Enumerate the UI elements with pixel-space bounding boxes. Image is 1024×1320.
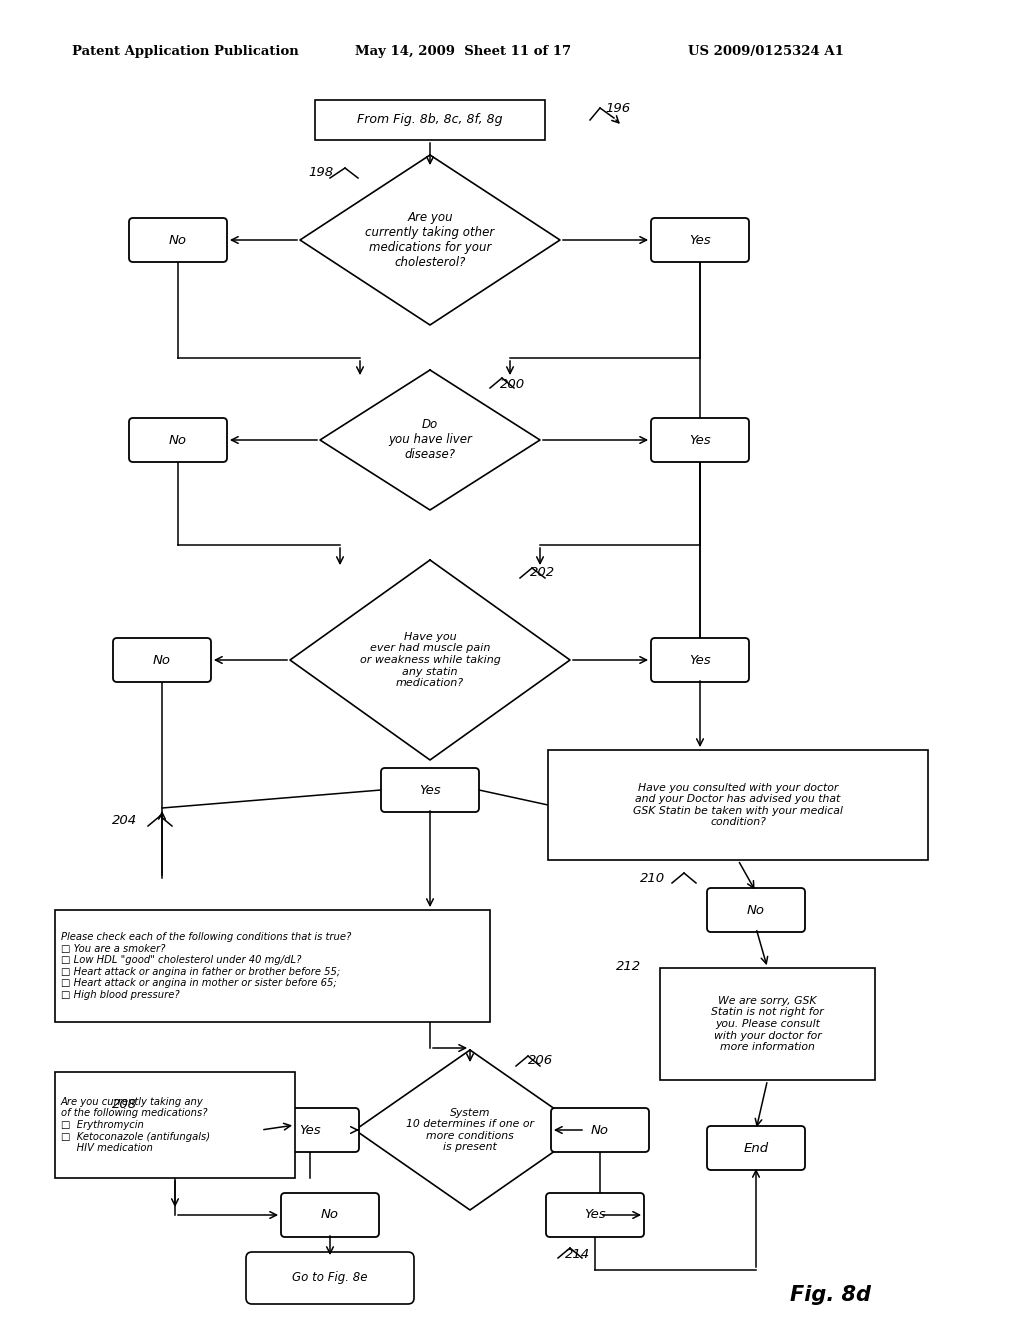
- Text: No: No: [153, 653, 171, 667]
- Text: Yes: Yes: [689, 433, 711, 446]
- Text: Yes: Yes: [584, 1209, 606, 1221]
- Text: Go to Fig. 8e: Go to Fig. 8e: [292, 1271, 368, 1284]
- Text: We are sorry, GSK
Statin is not right for
you. Please consult
with your doctor f: We are sorry, GSK Statin is not right fo…: [711, 995, 824, 1052]
- Text: US 2009/0125324 A1: US 2009/0125324 A1: [688, 45, 844, 58]
- Text: Have you
ever had muscle pain
or weakness while taking
any statin
medication?: Have you ever had muscle pain or weaknes…: [359, 632, 501, 688]
- Text: No: No: [591, 1123, 609, 1137]
- Text: 206: 206: [528, 1053, 553, 1067]
- Text: Have you consulted with your doctor
and your Doctor has advised you that
GSK Sta: Have you consulted with your doctor and …: [633, 783, 843, 828]
- FancyBboxPatch shape: [315, 100, 545, 140]
- FancyBboxPatch shape: [281, 1193, 379, 1237]
- Text: Are you currently taking any
of the following medications?
□  Erythromycin
□  Ke: Are you currently taking any of the foll…: [61, 1097, 210, 1154]
- Text: Patent Application Publication: Patent Application Publication: [72, 45, 299, 58]
- FancyBboxPatch shape: [381, 768, 479, 812]
- Text: 214: 214: [565, 1247, 590, 1261]
- FancyBboxPatch shape: [546, 1193, 644, 1237]
- Text: 210: 210: [640, 871, 666, 884]
- FancyBboxPatch shape: [707, 888, 805, 932]
- Text: No: No: [169, 433, 187, 446]
- Text: Are you
currently taking other
medications for your
cholesterol?: Are you currently taking other medicatio…: [366, 211, 495, 269]
- FancyBboxPatch shape: [55, 1072, 295, 1177]
- Text: Do
you have liver
disease?: Do you have liver disease?: [388, 418, 472, 462]
- Text: No: No: [321, 1209, 339, 1221]
- Text: May 14, 2009  Sheet 11 of 17: May 14, 2009 Sheet 11 of 17: [355, 45, 571, 58]
- FancyBboxPatch shape: [651, 418, 749, 462]
- FancyBboxPatch shape: [651, 638, 749, 682]
- Text: 196: 196: [605, 102, 630, 115]
- FancyBboxPatch shape: [246, 1251, 414, 1304]
- Text: 198: 198: [308, 165, 333, 178]
- FancyBboxPatch shape: [261, 1107, 359, 1152]
- Text: Yes: Yes: [419, 784, 440, 796]
- FancyBboxPatch shape: [129, 418, 227, 462]
- FancyBboxPatch shape: [113, 638, 211, 682]
- FancyBboxPatch shape: [548, 750, 928, 861]
- FancyBboxPatch shape: [551, 1107, 649, 1152]
- Text: 212: 212: [616, 960, 641, 973]
- Text: No: No: [169, 234, 187, 247]
- FancyBboxPatch shape: [707, 1126, 805, 1170]
- FancyBboxPatch shape: [651, 218, 749, 261]
- Text: Yes: Yes: [689, 234, 711, 247]
- Text: 208: 208: [112, 1098, 137, 1111]
- Text: Please check each of the following conditions that is true?
□ You are a smoker?
: Please check each of the following condi…: [61, 932, 351, 1001]
- Text: No: No: [746, 903, 765, 916]
- Text: 200: 200: [500, 378, 525, 391]
- FancyBboxPatch shape: [660, 968, 874, 1080]
- FancyBboxPatch shape: [55, 909, 490, 1022]
- Text: From Fig. 8b, 8c, 8f, 8g: From Fig. 8b, 8c, 8f, 8g: [357, 114, 503, 127]
- Text: End: End: [743, 1142, 769, 1155]
- Text: 202: 202: [530, 566, 555, 579]
- Text: System
10 determines if one or
more conditions
is present: System 10 determines if one or more cond…: [406, 1107, 534, 1152]
- Text: Yes: Yes: [299, 1123, 321, 1137]
- Text: Fig. 8d: Fig. 8d: [790, 1284, 871, 1305]
- Text: Yes: Yes: [689, 653, 711, 667]
- FancyBboxPatch shape: [129, 218, 227, 261]
- Text: 204: 204: [112, 813, 137, 826]
